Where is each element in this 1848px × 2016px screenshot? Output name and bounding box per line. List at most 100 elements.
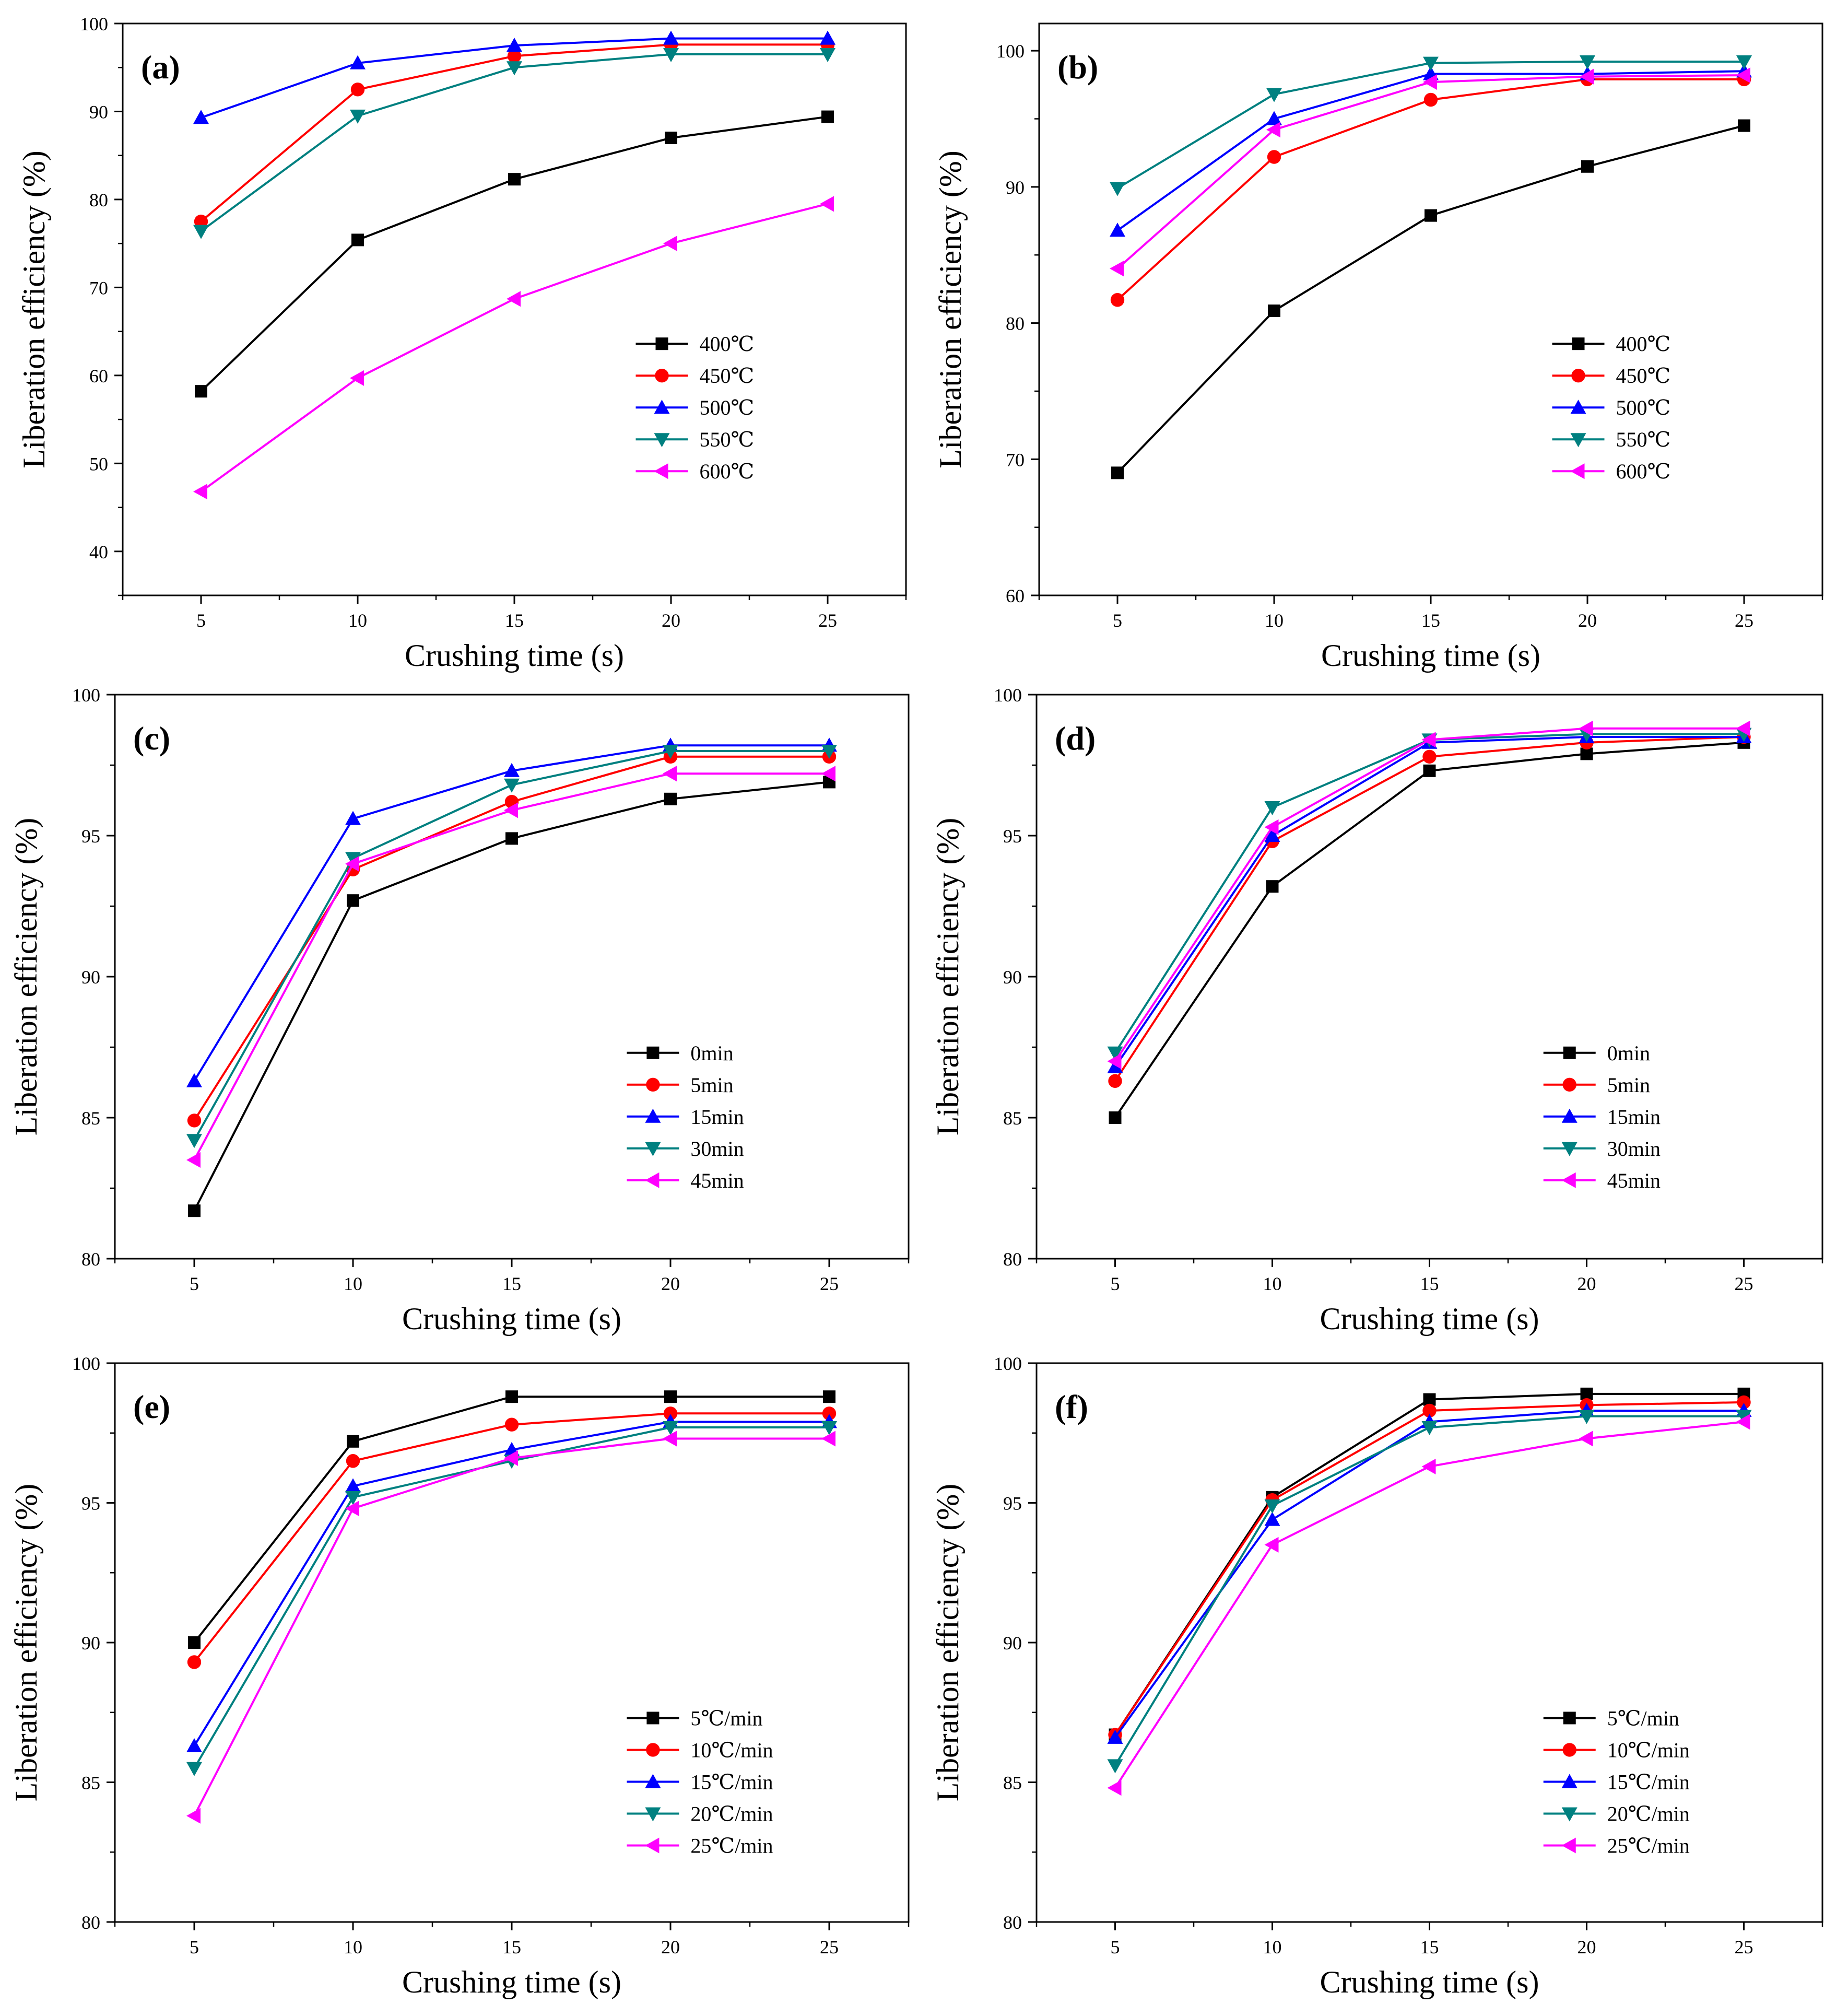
data-point — [346, 1454, 360, 1468]
data-point — [1736, 55, 1752, 69]
data-point — [1110, 261, 1124, 277]
y-axis-ticks: 80 85 90 95 100 — [72, 1353, 115, 1933]
legend-label: 550℃ — [700, 428, 755, 451]
data-point — [1107, 1729, 1123, 1744]
legend-label: 400℃ — [700, 332, 755, 356]
legend-item: 10℃/min — [1543, 1738, 1690, 1762]
data-point — [821, 745, 837, 759]
x-axis-title: Crushing time (s) — [405, 638, 624, 673]
legend-item: 30min — [627, 1137, 744, 1161]
legend: 5℃/min 10℃/min 15℃/min 20℃/min 25℃/min — [1543, 1706, 1690, 1857]
data-point — [1422, 1403, 1437, 1418]
legend-marker — [1562, 1743, 1576, 1757]
y-tick-label: 100 — [994, 1353, 1022, 1374]
legend-label: 450℃ — [700, 364, 755, 388]
panel-f: 5 10 15 20 25 80 85 90 95 100 Crushing time (s) Lib… — [931, 1353, 1823, 1999]
y-tick-label: 100 — [80, 14, 108, 34]
data-point — [1737, 1395, 1751, 1410]
x-tick-label: 5 — [1111, 1273, 1120, 1294]
series-line — [1114, 736, 1744, 1068]
y-tick-label: 90 — [1003, 967, 1022, 988]
x-tick-label: 10 — [1263, 1273, 1282, 1294]
data-point — [663, 745, 678, 759]
data-point — [663, 236, 677, 252]
x-axis-title: Crushing time (s) — [1320, 1965, 1539, 1999]
data-point — [504, 778, 520, 793]
panel-b: 5 10 15 20 25 60 70 80 90 100 Crushing time (s) Lib… — [933, 22, 1823, 673]
data-point — [1580, 747, 1593, 760]
series-5 — [1107, 720, 1750, 1069]
legend-label: 15min — [1607, 1105, 1661, 1129]
data-point — [1266, 880, 1279, 893]
series-line — [1116, 124, 1745, 474]
legend-label: 15℃/min — [1607, 1770, 1690, 1794]
data-point — [350, 83, 365, 97]
x-tick-label: 10 — [348, 610, 367, 631]
legend-item: 20℃/min — [627, 1802, 773, 1825]
series-line — [1114, 1421, 1744, 1789]
plot-frame — [122, 22, 907, 596]
legend-item: 15℃/min — [627, 1770, 773, 1794]
legend-marker — [654, 400, 670, 414]
data-point — [188, 1636, 201, 1649]
legend-marker — [1570, 400, 1586, 414]
legend-item: 600℃ — [1552, 460, 1671, 483]
legend: 400℃ 450℃ 500℃ 550℃ 600℃ — [635, 332, 755, 483]
y-tick-label: 100 — [994, 685, 1022, 706]
series-5 — [1110, 67, 1750, 277]
x-tick-label: 10 — [1263, 1937, 1282, 1958]
data-point — [823, 1390, 835, 1403]
data-point — [345, 1478, 361, 1493]
legend-marker — [645, 1172, 660, 1188]
data-point — [1107, 1059, 1123, 1073]
series-4 — [193, 48, 835, 239]
data-point — [1579, 1431, 1593, 1447]
y-tick-label: 100 — [996, 41, 1025, 62]
legend-item: 450℃ — [1552, 364, 1671, 388]
x-axis-ticks: 5 10 15 20 25 — [114, 1922, 910, 1958]
data-point — [347, 1435, 359, 1448]
x-tick-label: 5 — [190, 1937, 199, 1958]
y-tick-label: 70 — [1006, 449, 1025, 470]
data-point — [350, 109, 366, 124]
legend-marker — [1561, 1774, 1578, 1788]
data-point — [505, 832, 518, 845]
y-tick-label: 80 — [1003, 1249, 1022, 1270]
legend-label: 10℃/min — [690, 1738, 773, 1762]
series-1 — [1109, 736, 1750, 1124]
x-tick-label: 5 — [1111, 1937, 1120, 1958]
data-point — [186, 1762, 202, 1776]
data-point — [663, 30, 679, 45]
x-tick-label: 25 — [820, 1937, 839, 1958]
legend-label: 20℃/min — [690, 1802, 773, 1825]
legend-item: 45min — [627, 1169, 744, 1192]
y-axis-title: Liberation efficiency (%) — [931, 1484, 965, 1802]
series-line — [1114, 1392, 1744, 1736]
data-point — [507, 61, 522, 76]
data-point — [1421, 1421, 1438, 1436]
legend-label: 450℃ — [1616, 364, 1671, 388]
data-point — [193, 110, 209, 124]
panel-label: (e) — [133, 1388, 170, 1425]
legend-label: 25℃/min — [690, 1834, 773, 1857]
data-point — [1108, 1074, 1122, 1088]
data-point — [350, 370, 364, 386]
y-tick-label: 90 — [1003, 1633, 1022, 1654]
legend-label: 30min — [1607, 1137, 1661, 1161]
x-tick-label: 25 — [1735, 1273, 1753, 1294]
data-point — [186, 1808, 201, 1824]
series-3 — [1107, 1402, 1752, 1744]
legend-marker — [1572, 337, 1585, 350]
x-tick-label: 20 — [661, 1273, 680, 1294]
y-axis-ticks: 80 85 90 95 100 — [72, 685, 115, 1270]
y-tick-label: 80 — [1003, 1912, 1022, 1933]
legend-marker — [1570, 433, 1586, 448]
legend-marker — [645, 1142, 661, 1156]
legend-item: 45min — [1543, 1169, 1661, 1192]
data-point — [1736, 1414, 1750, 1430]
data-point — [345, 1491, 361, 1505]
data-point — [1107, 1053, 1122, 1069]
legend-label: 600℃ — [1616, 460, 1671, 483]
x-axis-title: Crushing time (s) — [402, 1965, 621, 1999]
